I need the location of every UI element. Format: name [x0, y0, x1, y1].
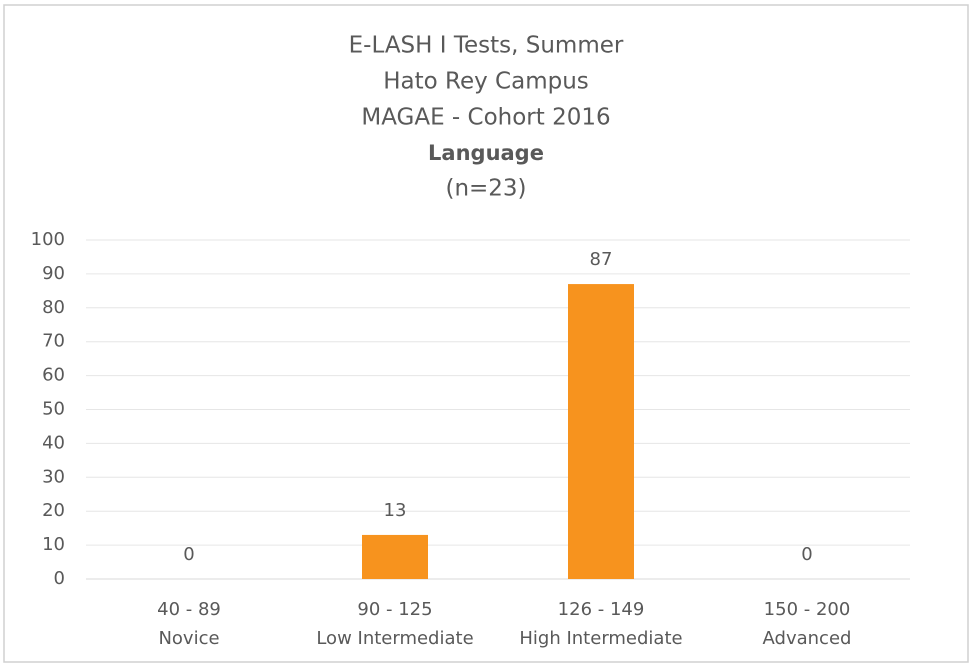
y-tick-label: 20 [42, 500, 65, 521]
data-label: 0 [183, 544, 194, 565]
x-tick-label: 126 - 149 [558, 599, 645, 620]
data-label: 87 [590, 249, 613, 270]
bar [362, 534, 428, 579]
y-tick-label: 10 [42, 534, 65, 555]
y-tick-label: 70 [42, 331, 65, 352]
y-tick-label: 50 [42, 399, 65, 420]
x-tick-label: 40 - 89 [157, 599, 221, 620]
chart-title: Hato Rey Campus [383, 69, 589, 95]
y-tick-label: 30 [42, 466, 65, 487]
x-tick-label: 90 - 125 [357, 599, 432, 620]
y-tick-label: 60 [42, 365, 65, 386]
y-tick-label: 90 [42, 263, 65, 284]
y-tick-label: 0 [54, 568, 65, 589]
chart-title: (n=23) [445, 176, 526, 202]
data-label: 13 [384, 500, 407, 521]
data-label: 0 [801, 544, 812, 565]
chart-frame [3, 4, 969, 663]
chart-title: MAGAE - Cohort 2016 [361, 105, 610, 131]
x-tick-label: Low Intermediate [316, 628, 473, 649]
chart-title: E-LASH I Tests, Summer [349, 33, 624, 59]
x-tick-label: High Intermediate [519, 628, 682, 649]
bar [568, 284, 634, 579]
y-tick-label: 80 [42, 297, 65, 318]
y-tick-label: 100 [31, 229, 65, 250]
chart-title: Language [428, 141, 544, 165]
x-tick-label: Novice [158, 628, 219, 649]
x-tick-label: Advanced [763, 628, 852, 649]
x-tick-label: 150 - 200 [764, 599, 851, 620]
y-tick-label: 40 [42, 432, 65, 453]
